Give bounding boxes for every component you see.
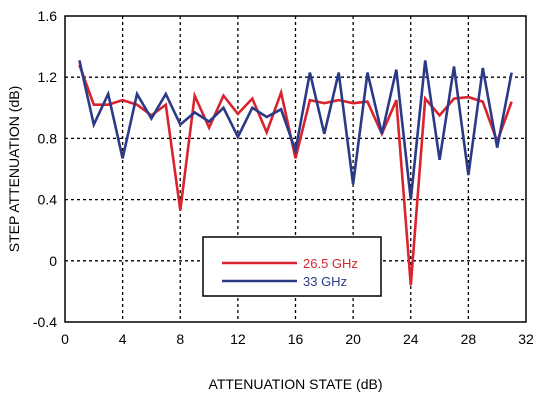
x-tick-label: 20	[345, 331, 361, 347]
y-tick-label: 1.2	[38, 69, 58, 85]
y-tick-label: 1.6	[38, 8, 58, 24]
x-axis-ticks: 0 4 8 12 16 20 24 28 32	[61, 331, 534, 347]
x-tick-label: 28	[461, 331, 477, 347]
legend: 26.5 GHz 33 GHz	[203, 237, 381, 296]
legend-label: 26.5 GHz	[303, 256, 358, 271]
y-axis-label: STEP ATTENUATION (dB)	[6, 86, 22, 252]
x-tick-label: 24	[403, 331, 419, 347]
x-tick-label: 8	[176, 331, 184, 347]
x-tick-label: 12	[230, 331, 246, 347]
y-tick-label: 0.4	[38, 192, 58, 208]
x-tick-label: 16	[288, 331, 304, 347]
y-axis-ticks: -0.4 0 0.4 0.8 1.2 1.6	[33, 8, 57, 330]
x-tick-label: 32	[518, 331, 534, 347]
x-tick-label: 4	[119, 331, 127, 347]
y-tick-label: 0.8	[38, 130, 58, 146]
y-tick-label: 0	[49, 253, 57, 269]
x-axis-label: ATTENUATION STATE (dB)	[209, 376, 383, 392]
x-tick-label: 0	[61, 331, 69, 347]
y-tick-label: -0.4	[33, 314, 57, 330]
legend-label: 33 GHz	[303, 274, 347, 289]
